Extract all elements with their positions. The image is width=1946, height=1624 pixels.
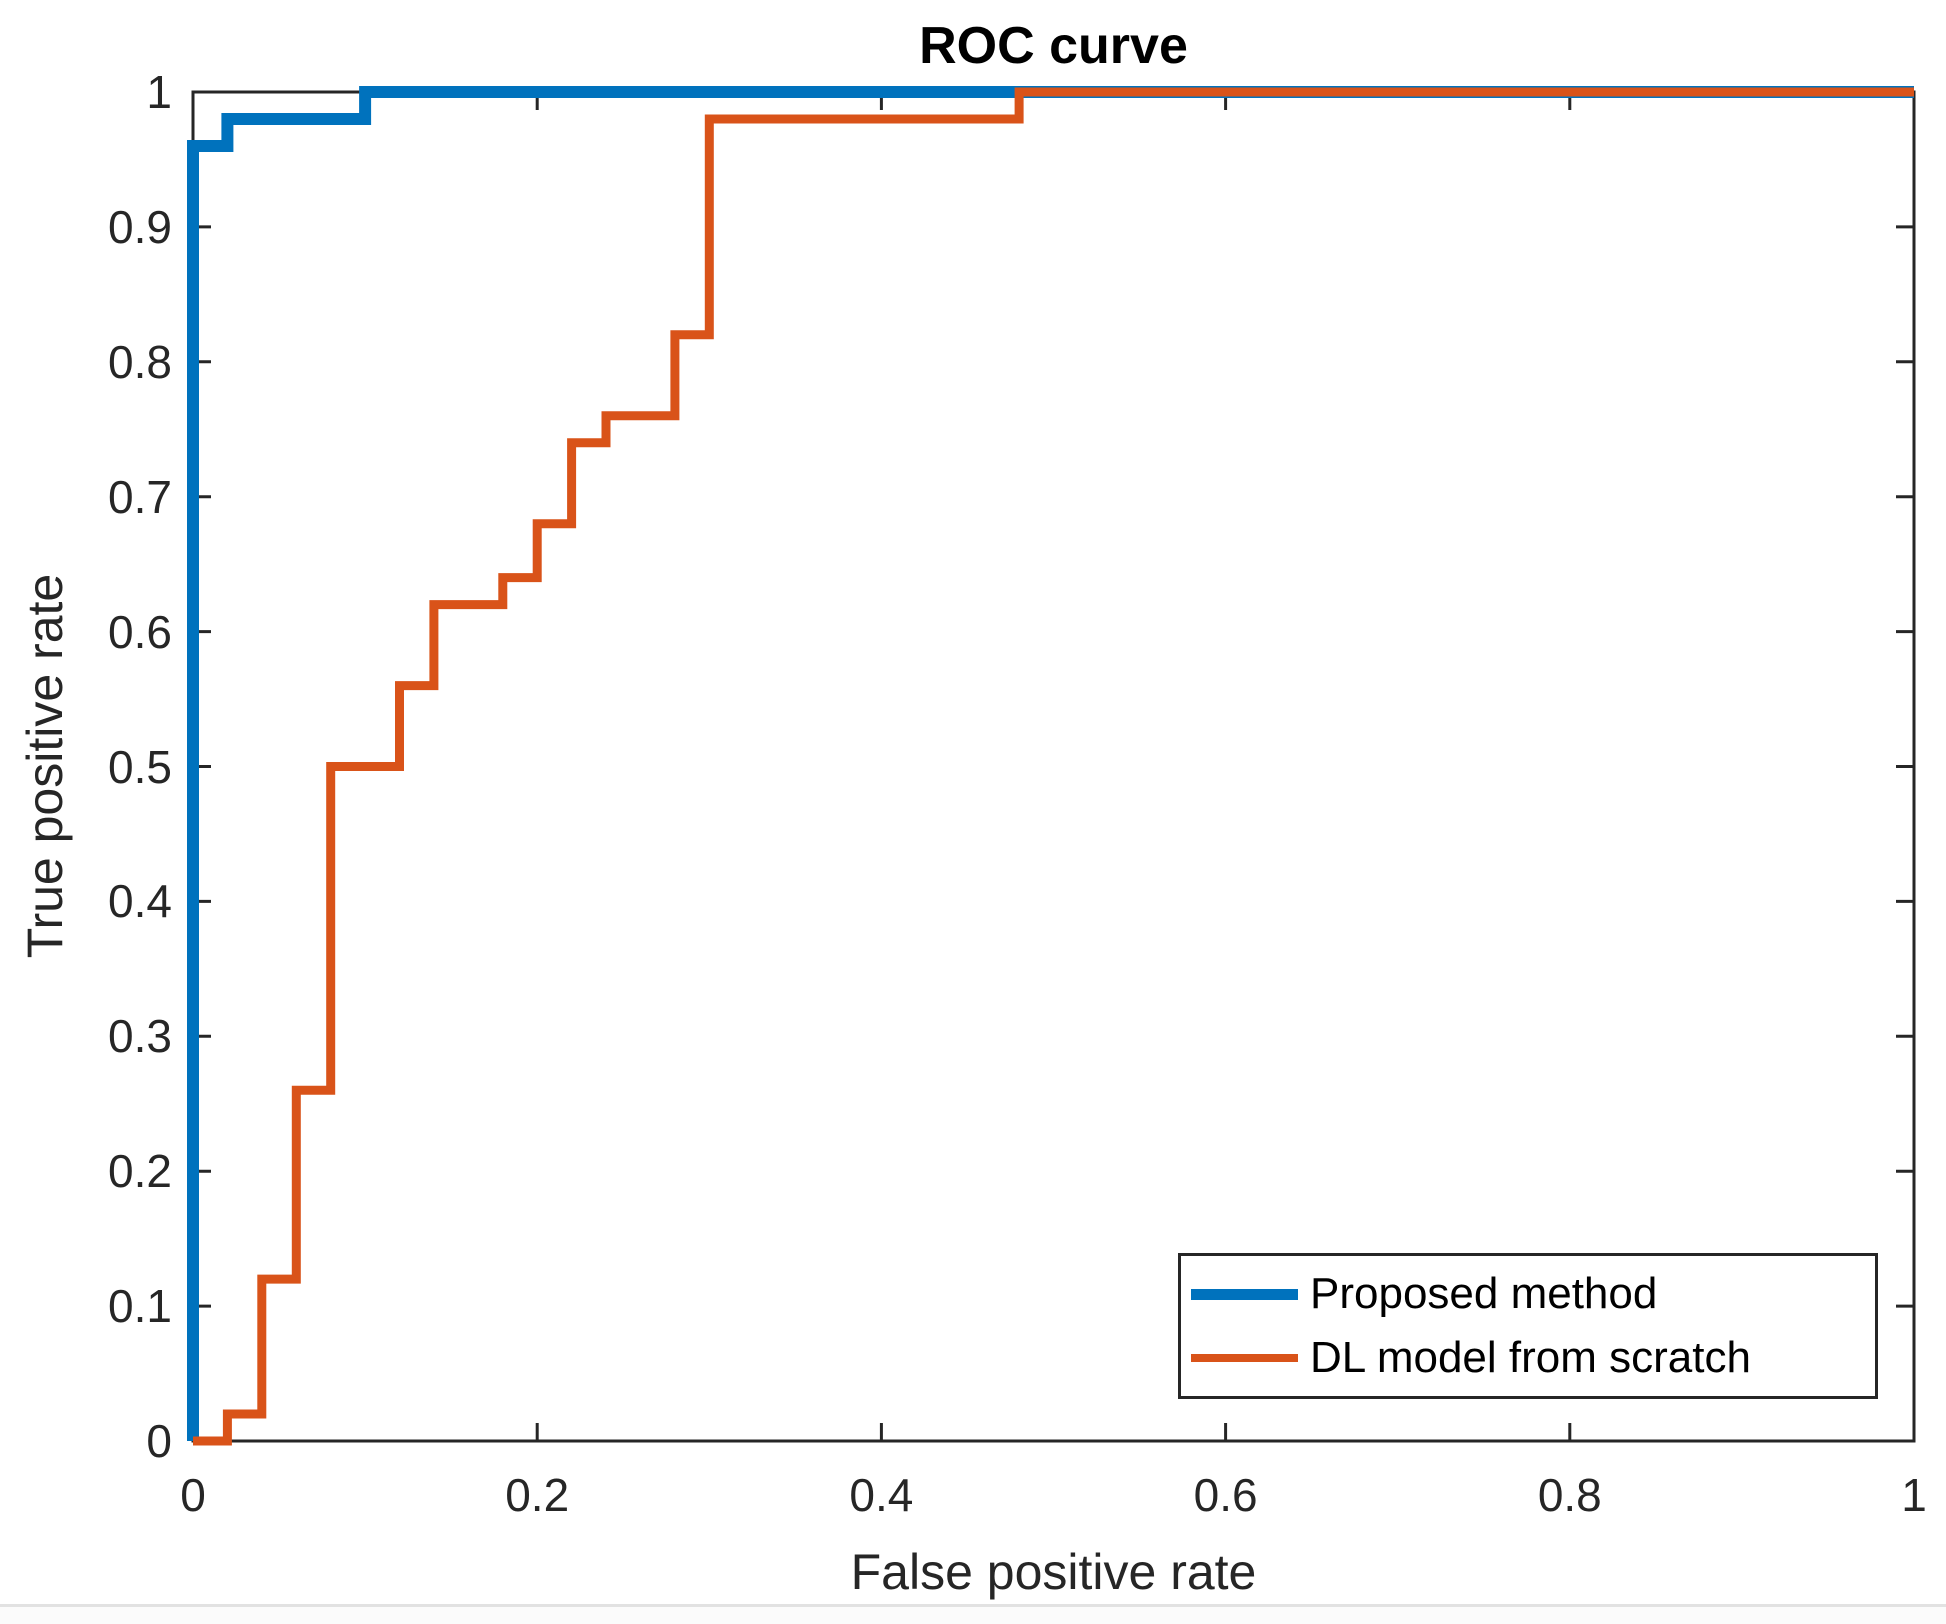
legend-item-proposed-method: Proposed method: [1191, 1269, 1875, 1319]
legend: Proposed method DL model from scratch: [1178, 1253, 1878, 1399]
y-tick-label: 1: [146, 66, 172, 118]
page-edge-line: [0, 1604, 1946, 1607]
y-tick-label: 0.1: [108, 1280, 172, 1333]
x-tick-label: 0.2: [505, 1469, 570, 1521]
x-tick-label: 0: [180, 1469, 206, 1521]
legend-line-sample-blue: [1191, 1288, 1298, 1300]
y-tick-label: 0.5: [108, 740, 172, 793]
x-axis-label: False positive rate: [850, 1544, 1257, 1600]
x-tick-label: 0.4: [849, 1469, 914, 1521]
y-tick-label: 0.7: [108, 470, 172, 523]
y-tick-label: 0.8: [108, 335, 172, 388]
axes-box: [191, 90, 1916, 1443]
page-edge-area: [0, 1607, 1946, 1624]
roc-curve-proposed-method: [187, 86, 1914, 1441]
y-tick-label: 0.3: [108, 1010, 172, 1063]
legend-label: DL model from scratch: [1310, 1332, 1751, 1382]
y-tick-label: 0.9: [108, 200, 172, 253]
y-tick-label: 0.6: [108, 605, 172, 658]
legend-line-sample-orange: [1191, 1353, 1298, 1362]
roc-curve-dl-model-from-scratch: [193, 87, 1914, 1446]
y-tick-label: 0: [146, 1415, 172, 1467]
y-tick-label: 0.4: [108, 875, 172, 928]
chart-title: ROC curve: [919, 17, 1188, 75]
x-tick-label: 0.8: [1537, 1469, 1602, 1521]
legend-item-dl-model: DL model from scratch: [1191, 1333, 1875, 1383]
x-tick-label: 1: [1901, 1469, 1927, 1521]
x-tick-label: 0.6: [1193, 1469, 1258, 1521]
legend-label: Proposed method: [1310, 1269, 1658, 1319]
y-tick-label: 0.2: [108, 1145, 172, 1198]
